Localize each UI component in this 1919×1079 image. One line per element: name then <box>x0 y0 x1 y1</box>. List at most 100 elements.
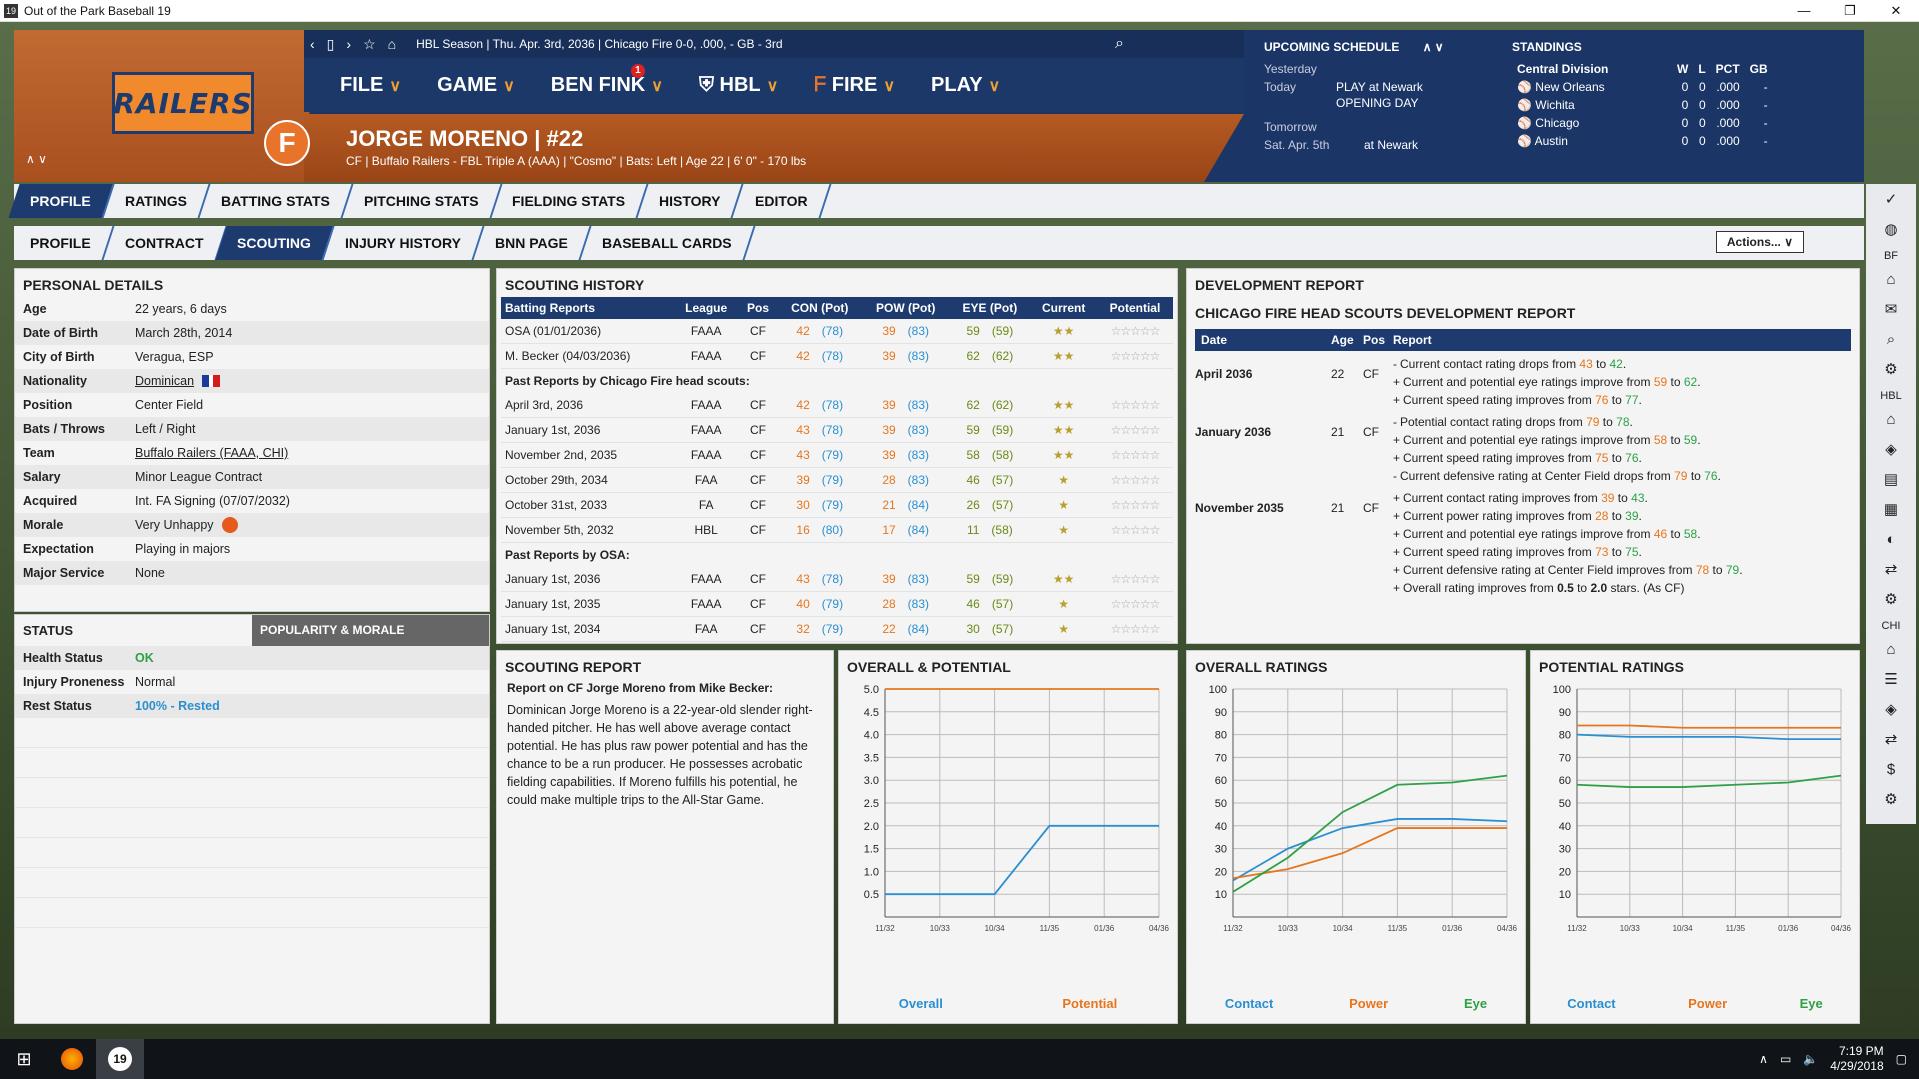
transactions-icon[interactable]: ⇄ <box>1884 731 1898 748</box>
tray-arrow-icon[interactable]: ∧ <box>1759 1052 1768 1066</box>
home-icon[interactable]: ⌂ <box>1886 410 1896 428</box>
star-icon[interactable]: ☆ <box>363 35 376 52</box>
stats-icon[interactable]: ▦ <box>1883 501 1899 518</box>
history-row[interactable]: January 1st, 2035 FAAA CF 40 (79) 28 (83) 46 (57… <box>501 591 1173 617</box>
subtab-scouting[interactable]: SCOUTING <box>215 226 335 260</box>
forward-icon[interactable]: › <box>346 36 352 52</box>
schedule-arrows-icon[interactable]: ∧ ∨ <box>1422 40 1444 54</box>
legend-item[interactable]: Eye <box>1799 996 1823 1011</box>
x-tick-label: 04/36 <box>1497 924 1518 933</box>
transactions-icon[interactable]: ⇄ <box>1884 561 1898 578</box>
tab-profile[interactable]: PROFILE <box>8 184 115 218</box>
legend-item[interactable]: Overall <box>898 996 943 1011</box>
tab-batting-stats[interactable]: BATTING STATS <box>199 184 354 218</box>
menu-league[interactable]: ⛨ HBL ∨ <box>698 73 779 96</box>
empty-row <box>15 898 489 928</box>
checkmark-icon[interactable]: ✓ <box>1884 191 1898 208</box>
diamond-icon[interactable]: ◈ <box>1885 441 1897 458</box>
detail-row: Nationality Dominican <box>15 369 489 393</box>
search-icon[interactable]: ⌕ <box>1115 35 1124 52</box>
chevron-down-icon: ∨ <box>988 77 1001 95</box>
tab-editor[interactable]: EDITOR <box>733 184 831 218</box>
page-icon[interactable]: ▯ <box>326 35 335 52</box>
search-icon[interactable]: ⌕ <box>1886 330 1896 348</box>
firefox-taskbar-button[interactable] <box>48 1039 96 1079</box>
schedule-row[interactable]: Sat. Apr. 5th at Newark <box>1264 138 1419 152</box>
standings-row[interactable]: ⚾ New Orleans 0 0.000- <box>1517 80 1768 94</box>
gear-icon[interactable]: ⚙ <box>1884 361 1898 378</box>
network-icon[interactable]: ▭ <box>1779 1052 1792 1066</box>
restore-button[interactable]: ❐ <box>1844 2 1856 18</box>
history-row[interactable]: October 29th, 2034 FAA CF 39 (79) 28 (83) 46 (57… <box>501 467 1173 493</box>
ootp-taskbar-button[interactable]: 19 <box>96 1039 144 1079</box>
history-row[interactable]: January 1st, 2034 FAA CF 32 (79) 22 (84) 30 (57)… <box>501 616 1173 642</box>
standings-row[interactable]: ⚾ Chicago 0 0.000- <box>1517 116 1768 130</box>
windows-start-icon[interactable]: ⊞ <box>16 1048 32 1069</box>
home-icon[interactable]: ⌂ <box>1886 270 1896 288</box>
game-header: RAILERS ∧ ∨ ‹ ▯ › ☆ ⌂ HBL Season | Thu. … <box>14 30 1864 182</box>
history-row[interactable]: OSA (01/01/2036) FAAA CF 42 (78) 39 (83) 59 (59)… <box>501 319 1173 344</box>
status-tab[interactable]: STATUS <box>23 623 74 638</box>
home-icon[interactable]: ⌂ <box>1886 640 1896 658</box>
scouting-history-table: Batting Reports League Pos CON (Pot) POW (… <box>501 297 1173 642</box>
tab-pitching-stats[interactable]: PITCHING STATS <box>342 184 502 218</box>
team-link[interactable]: Buffalo Railers (FAAA, CHI) <box>135 446 289 460</box>
history-row[interactable]: November 5th, 2032 HBL CF 16 (80) 17 (84) 11 (58… <box>501 517 1173 543</box>
menu-file[interactable]: FILE ∨ <box>340 73 402 96</box>
history-row[interactable]: January 1st, 2036 FAAA CF 43 (78) 39 (83) 59 (59… <box>501 567 1173 592</box>
legend-item[interactable]: Contact <box>1567 996 1616 1011</box>
tab-history[interactable]: HISTORY <box>637 184 745 218</box>
schedule-row[interactable]: Today PLAY at Newark <box>1264 80 1423 94</box>
subtab-baseball-cards[interactable]: BASEBALL CARDS <box>580 226 756 260</box>
standings-row[interactable]: ⚾ Austin 0 0.000- <box>1517 134 1768 148</box>
nationality-link[interactable]: Dominican <box>135 374 195 388</box>
report-body: Dominican Jorge Moreno is a 22-year-old … <box>507 703 813 807</box>
legend-item[interactable]: Potential <box>1062 996 1118 1011</box>
team-switch-arrows-icon[interactable]: ∧ ∨ <box>26 152 47 166</box>
minimize-button[interactable]: — <box>1797 2 1811 18</box>
team-logo[interactable]: RAILERS <box>112 72 254 134</box>
menu-play[interactable]: PLAY ∨ <box>931 73 1001 96</box>
roster-icon[interactable]: ☰ <box>1884 671 1898 688</box>
legend-item[interactable]: Eye <box>1463 996 1488 1011</box>
history-row[interactable]: October 31st, 2033 FA CF 30 (79) 21 (84) 26 (57)… <box>501 492 1173 518</box>
actions-dropdown[interactable]: Actions... ∨ <box>1715 231 1804 253</box>
menu-team[interactable]: ᖴ FIRE ∨ <box>814 73 896 96</box>
home-icon[interactable]: ⌂ <box>387 36 397 52</box>
close-button[interactable]: ✕ <box>1890 2 1902 18</box>
history-row[interactable]: January 1st, 2036 FAAA CF 43 (78) 39 (83) 59 (59… <box>501 417 1173 443</box>
diamond-icon[interactable]: ◈ <box>1885 701 1897 718</box>
gear-icon[interactable]: ⚙ <box>1884 791 1898 808</box>
legend-item[interactable]: Power <box>1688 996 1728 1011</box>
history-row[interactable]: M. Becker (04/03/2036) FAAA CF 42 (78) 39 (83)… <box>501 343 1173 369</box>
popularity-morale-tab[interactable]: POPULARITY & MORALE <box>252 615 489 646</box>
overall-potential-chart: OVERALL & POTENTIAL 0.5 1.0 1.5 2.0 2.5 3.0 3.… <box>838 650 1178 1024</box>
notifications-icon[interactable]: ▢ <box>1895 1052 1907 1066</box>
menu-manager[interactable]: BEN FINK ∨ 1 <box>550 63 663 96</box>
gear-icon[interactable]: ⚙ <box>1884 591 1898 608</box>
devreport-header: Date Age Pos Report <box>1195 329 1851 351</box>
tab-fielding-stats[interactable]: FIELDING STATS <box>490 184 649 218</box>
globe-icon[interactable]: ◍ <box>1884 221 1898 238</box>
legend-item[interactable]: Contact <box>1224 996 1274 1011</box>
standings-row[interactable]: ⚾ Wichita 0 0.000- <box>1517 98 1768 112</box>
history-section-label: Past Reports by OSA: <box>505 548 630 562</box>
history-icon[interactable]: ◐ <box>1886 530 1896 548</box>
sidebar-label-bf: BF <box>1883 250 1899 262</box>
mail-icon[interactable]: ✉ <box>1884 301 1898 318</box>
news-icon[interactable]: ▤ <box>1883 471 1899 488</box>
subtab-bnn-page[interactable]: BNN PAGE <box>473 226 592 260</box>
clock[interactable]: 7:19 PM 4/29/2018 <box>1830 1044 1884 1073</box>
volume-icon[interactable]: 🔈 <box>1803 1052 1819 1066</box>
tab-ratings[interactable]: RATINGS <box>103 184 211 218</box>
system-tray: ∧ ▭ 🔈 7:19 PM 4/29/2018 ▢ <box>1759 1044 1907 1074</box>
subtab-contract[interactable]: CONTRACT <box>103 226 227 260</box>
back-icon[interactable]: ‹ <box>310 36 315 52</box>
legend-item[interactable]: Power <box>1349 996 1389 1011</box>
history-row[interactable]: April 3rd, 2036 FAAA CF 42 (78) 39 (83) 62 (62) ★… <box>501 393 1173 418</box>
subtab-profile[interactable]: PROFILE <box>8 226 115 260</box>
dollar-icon[interactable]: $ <box>1886 760 1896 778</box>
history-row[interactable]: November 2nd, 2035 FAAA CF 43 (79) 39 (83) 58 (5… <box>501 442 1173 468</box>
menu-game[interactable]: GAME ∨ <box>437 73 515 96</box>
subtab-injury-history[interactable]: INJURY HISTORY <box>323 226 485 260</box>
